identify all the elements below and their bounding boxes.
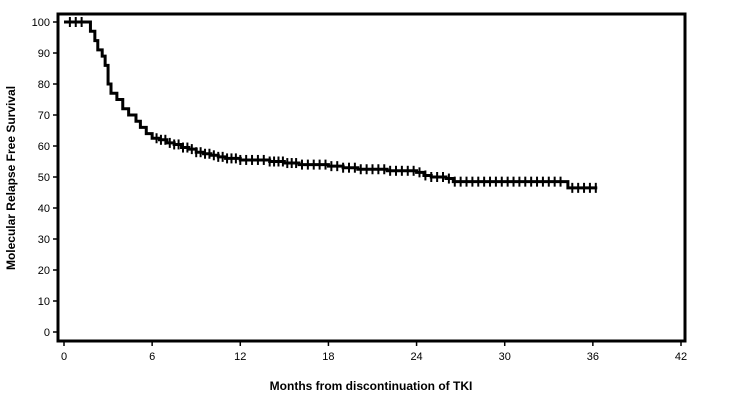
y-tick-label: 60	[38, 141, 50, 153]
y-tick-label: 100	[32, 17, 50, 29]
x-axis-title: Months from discontinuation of TKI	[270, 379, 473, 393]
y-tick-label: 10	[38, 296, 50, 308]
x-tick-label: 0	[61, 351, 67, 363]
y-tick-label: 30	[38, 234, 50, 246]
y-tick-label: 70	[38, 110, 50, 122]
y-tick-label: 90	[38, 48, 50, 60]
y-tick-label: 20	[38, 265, 50, 277]
censor-marks	[68, 17, 597, 193]
plot-frame	[56, 12, 687, 343]
y-tick-label: 50	[38, 172, 50, 184]
x-axis-ticks: 0 6 12 18 24 30 36 42	[61, 341, 687, 363]
y-tick-label: 80	[38, 79, 50, 91]
y-tick-label: 0	[44, 327, 50, 339]
x-tick-label: 42	[675, 351, 687, 363]
x-tick-label: 6	[149, 351, 155, 363]
y-axis-ticks: 0 10 20 30 40 50 60 70 80 90 100	[32, 17, 58, 339]
y-tick-label: 40	[38, 203, 50, 215]
x-tick-label: 24	[410, 351, 422, 363]
x-tick-label: 30	[499, 351, 511, 363]
y-axis-title: Molecular Relapse Free Survival	[4, 86, 18, 270]
x-tick-label: 18	[322, 351, 334, 363]
x-tick-label: 12	[234, 351, 246, 363]
x-tick-label: 36	[587, 351, 599, 363]
